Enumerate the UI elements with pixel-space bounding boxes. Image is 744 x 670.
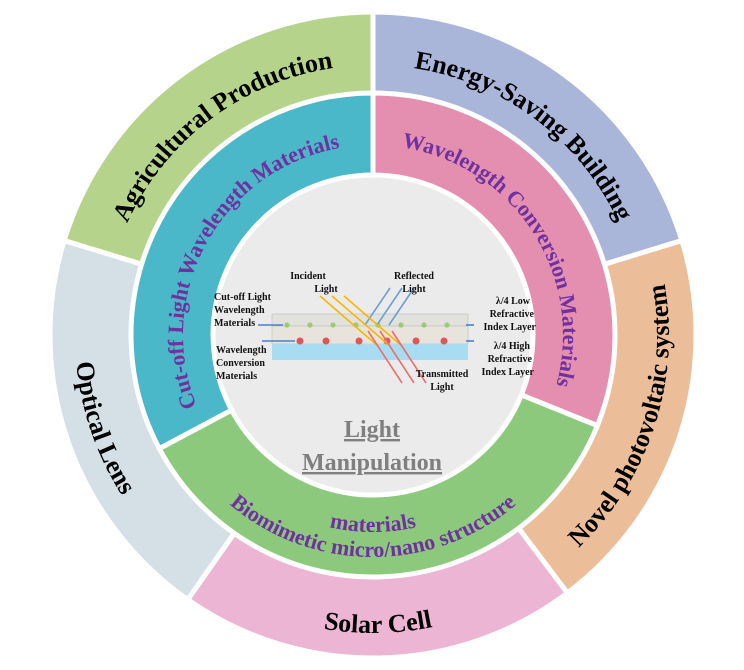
green-particle [398, 322, 404, 328]
red-particle [440, 337, 448, 345]
green-particle [284, 322, 290, 328]
transmitted-ray [391, 330, 427, 384]
high-index-label-3: Index Layer [482, 367, 535, 378]
incident-ray [343, 295, 403, 347]
green-particle [444, 322, 450, 328]
reflected-light-label: Reflected [394, 271, 434, 282]
reflected-ray [388, 287, 415, 326]
high-index-label-1: λ/4 High [494, 341, 531, 352]
reflected-light-label-2: Light [402, 284, 426, 295]
label-solar-cell: Solar Cell [323, 604, 434, 639]
center-title-line2: Manipulation [302, 450, 442, 476]
red-particle [296, 337, 304, 345]
conversion-label-3: Materials [216, 371, 257, 382]
transmitted-light-label-2: Light [430, 382, 454, 393]
incident-ray [331, 295, 391, 347]
green-particle [421, 322, 427, 328]
cutoff-label-1: Cut-off Light [214, 292, 272, 303]
low-index-layer [271, 313, 469, 327]
low-index-label-1: λ/4 Low [496, 296, 531, 307]
high-index-label-2: Refractive [488, 354, 533, 365]
label-biomimetic-line2: materials [328, 507, 418, 537]
low-index-label-2: Refractive [490, 309, 535, 320]
incident-light-label-2: Light [314, 284, 338, 295]
cutoff-label-3: Materials [214, 318, 255, 329]
conversion-label-1: Wavelength [216, 345, 267, 356]
substrate-layer [272, 344, 468, 360]
incident-ray [319, 295, 379, 347]
transmitted-light-label: Transmitted [416, 369, 469, 380]
cutoff-label-2: Wavelength [214, 305, 265, 316]
red-particle [355, 337, 363, 345]
center-title-line1: Light [344, 417, 400, 443]
reflected-ray [364, 287, 391, 326]
green-particle [307, 322, 313, 328]
low-index-label-3: Index Layer [484, 322, 537, 333]
transmitted-ray [367, 330, 403, 384]
red-particle [322, 337, 330, 345]
conversion-label-2: Conversion [216, 358, 265, 369]
reflected-ray [376, 287, 403, 326]
red-particle [412, 337, 420, 345]
transmitted-ray [379, 330, 415, 384]
incident-light-label: Incident [290, 271, 326, 282]
layer-schematic [258, 287, 474, 384]
green-particle [330, 322, 336, 328]
